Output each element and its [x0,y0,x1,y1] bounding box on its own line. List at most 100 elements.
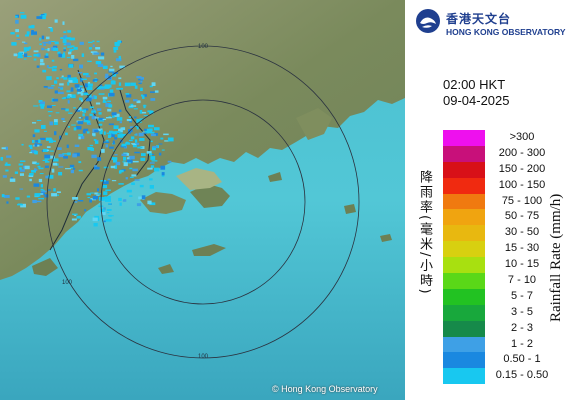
rain-echo [111,133,115,138]
rain-echo [51,105,56,106]
rain-echo [62,21,65,25]
rain-echo [94,129,99,133]
rain-echo [94,117,99,119]
rain-echo [16,38,21,40]
rain-echo [54,80,58,84]
rain-echo [34,143,38,147]
rain-echo [109,214,112,217]
rain-echo [46,76,52,81]
rain-echo [60,37,65,39]
rain-echo [15,19,19,24]
rain-echo [106,212,110,214]
rain-echo [106,139,109,143]
rain-echo [3,195,10,198]
rain-echo [61,108,66,110]
rain-echo [103,141,110,143]
rain-echo [121,143,127,147]
rain-echo [132,168,138,172]
rain-echo [96,194,100,196]
rain-echo [150,91,156,93]
rain-echo [110,65,113,68]
rain-echo [95,102,101,105]
rain-echo [134,151,140,154]
rain-echo [13,53,18,57]
rain-echo [62,153,68,155]
rain-echo [39,62,45,66]
rain-echo [83,109,87,113]
rain-echo [25,34,29,37]
rain-echo [95,47,101,50]
rain-echo [63,77,68,80]
rain-echo [52,48,59,51]
rain-echo [163,133,169,136]
rain-echo [29,145,33,149]
legend-swatch [443,320,485,337]
rain-echo [119,65,126,69]
rain-echo [102,118,107,120]
rain-echo [77,72,83,74]
rain-echo [63,31,67,33]
rain-echo [39,37,42,41]
rain-echo [122,199,126,202]
rain-echo [40,101,45,105]
rain-echo [116,88,119,90]
rain-echo [83,128,89,132]
rain-echo [20,14,27,19]
rain-echo [36,200,42,203]
legend-label: 100 - 150 [498,178,546,191]
rain-echo [139,138,145,141]
rain-echo [154,133,158,136]
rain-echo [40,14,45,16]
legend-swatch [443,193,485,210]
rain-echo [51,59,55,62]
rain-echo [81,88,85,93]
rain-echo [93,139,97,141]
rain-echo [150,140,153,143]
rain-echo [49,40,56,42]
rain-echo [138,196,144,200]
rain-echo [130,103,134,106]
rain-echo [36,119,42,121]
rain-echo [107,134,111,138]
rain-echo [129,105,133,107]
rain-echo [102,184,108,189]
rain-echo [68,79,73,83]
rain-echo [22,41,26,43]
rain-echo [129,195,133,197]
rain-echo [78,136,81,140]
rain-echo [121,153,127,156]
rain-echo [89,106,94,109]
radar-map[interactable]: 100 100 100 © Hong Kong Observatory [0,0,405,400]
rain-echo [114,154,118,156]
rain-echo [65,132,68,136]
rain-echo [91,110,97,113]
rain-echo [28,174,34,177]
range-ring-outer [46,45,360,359]
logo-text-zh: 香港天文台 [446,12,512,26]
rain-echo [125,142,131,145]
rain-echo [99,84,103,86]
rain-echo [63,47,66,49]
rain-echo [87,83,93,87]
rain-echo [136,76,142,79]
rain-echo [38,167,44,170]
rain-echo [167,160,172,163]
rain-echo [56,77,59,80]
rain-echo [14,171,18,174]
rain-echo [108,203,112,205]
rain-echo [108,123,114,126]
rain-echo [75,109,81,112]
rain-echo [106,209,112,211]
rain-echo [143,115,148,117]
rain-echo [79,41,84,45]
legend-label: 75 - 100 [501,194,543,207]
rain-echo [70,166,73,169]
rain-echo [53,121,58,125]
rain-echo [132,143,137,148]
rain-echo [43,86,48,88]
rain-echo [97,128,103,131]
rain-echo [62,40,67,44]
rain-echo [38,197,44,200]
rain-echo [73,107,76,109]
rain-echo [20,203,26,208]
